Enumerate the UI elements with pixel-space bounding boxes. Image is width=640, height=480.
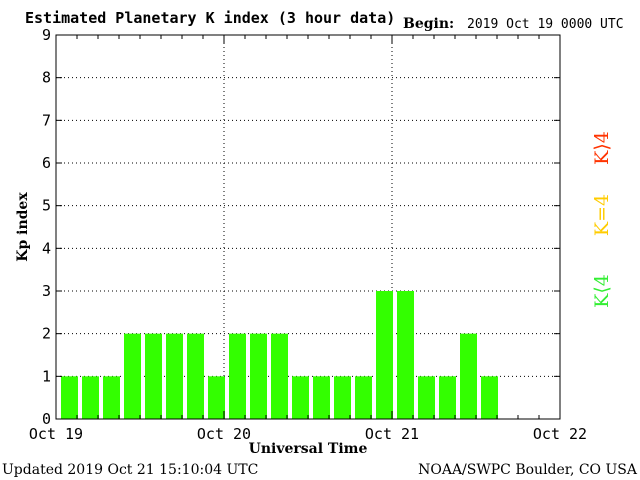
kp-bar <box>334 376 351 419</box>
kp-bar <box>313 376 330 419</box>
y-tick-label: 1 <box>42 367 51 385</box>
kp-bar <box>187 333 204 419</box>
y-axis-label: Kp index <box>15 192 31 262</box>
begin-label: Begin: <box>403 16 454 32</box>
y-tick-label: 2 <box>42 325 51 343</box>
kp-bar <box>166 333 183 419</box>
kp-bar <box>82 376 99 419</box>
y-tick-label: 5 <box>42 197 51 215</box>
chart-title: Estimated Planetary K index (3 hour data… <box>25 9 395 27</box>
kp-bar <box>103 376 120 419</box>
kp-bar <box>439 376 456 419</box>
kp-bar <box>271 333 288 419</box>
kp-bar <box>460 333 477 419</box>
x-axis-label: Universal Time <box>249 441 368 457</box>
y-axis-ticks: 0 1 2 3 4 5 6 7 8 9 <box>42 26 560 428</box>
x-axis-ticks: Oct 19 Oct 20 Oct 21 Oct 22 <box>29 35 587 443</box>
bars <box>61 291 498 419</box>
source-credit: NOAA/SWPC Boulder, CO USA <box>418 462 638 478</box>
y-tick-label: 9 <box>42 26 51 44</box>
updated-timestamp: Updated 2019 Oct 21 15:10:04 UTC <box>2 462 258 478</box>
kp-bar <box>376 291 393 419</box>
kp-bar <box>481 376 498 419</box>
kp-bar <box>229 333 246 419</box>
kp-bar <box>61 376 78 419</box>
y-tick-label: 4 <box>42 239 51 257</box>
y-tick-label: 7 <box>42 111 51 129</box>
begin-value: 2019 Oct 19 0000 UTC <box>467 17 624 32</box>
y-tick-label: 3 <box>42 282 51 300</box>
kp-bar <box>145 333 162 419</box>
kp-bar <box>250 333 267 419</box>
kp-bar <box>208 376 225 419</box>
x-tick-label: Oct 19 <box>29 425 83 443</box>
y-tick-label: 8 <box>42 69 51 87</box>
legend-k-greater-4: K⟩4 <box>591 131 613 165</box>
y-tick-label: 0 <box>42 410 51 428</box>
kp-bar <box>355 376 372 419</box>
kp-bar <box>397 291 414 419</box>
x-tick-label: Oct 20 <box>197 425 251 443</box>
kp-bar <box>418 376 435 419</box>
kp-bar <box>124 333 141 419</box>
kp-bar <box>292 376 309 419</box>
x-tick-label: Oct 21 <box>365 425 419 443</box>
y-tick-label: 6 <box>42 154 51 172</box>
x-tick-label: Oct 22 <box>533 425 587 443</box>
legend-k-less-4: K⟨4 <box>591 274 613 308</box>
legend-k-equals-4: K=4 <box>591 194 613 236</box>
